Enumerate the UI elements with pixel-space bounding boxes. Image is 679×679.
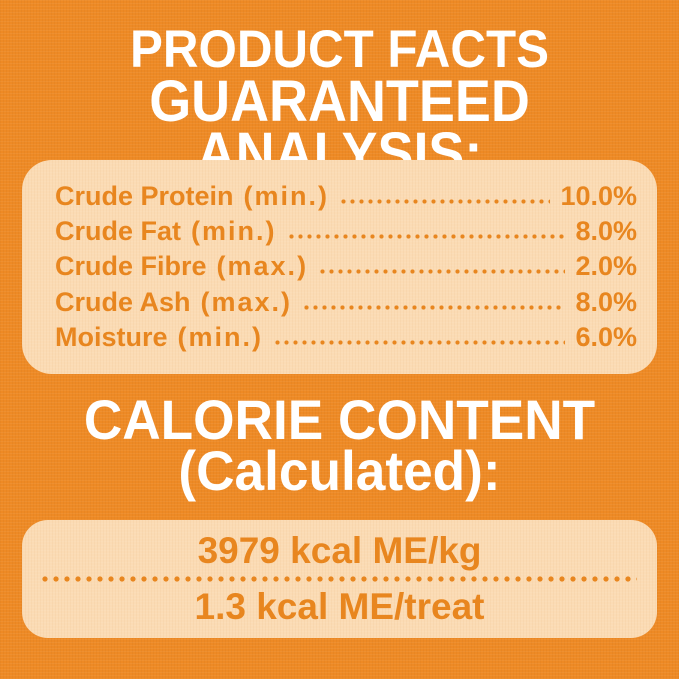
analysis-row: Crude Fibre (max.) 2.0% (55, 249, 637, 284)
nutrient-qualifier: (min.) (191, 216, 277, 247)
nutrient-name: Crude Protein (55, 181, 234, 212)
nutrient-value: 6.0% (575, 321, 637, 352)
guaranteed-analysis-panel: Crude Protein (min.) 10.0% Crude Fat (mi… (22, 160, 657, 374)
page-title-line1: PRODUCT FACTS (130, 20, 549, 79)
nutrient-value: 2.0% (575, 251, 637, 282)
nutrient-name: Crude Ash (55, 286, 191, 317)
page-title: PRODUCT FACTS GUARANTEED ANALYSIS: (0, 20, 679, 186)
calories-per-kg: 3979 kcal ME/kg (197, 530, 482, 571)
analysis-row: Crude Protein (min.) 10.0% (55, 179, 637, 214)
dotted-leader (320, 269, 566, 275)
calorie-title-line2: (Calculated): (178, 439, 501, 502)
nutrient-name: Moisture (55, 321, 168, 352)
calorie-title-line1: CALORIE CONTENT (83, 388, 596, 451)
nutrient-value: 10.0% (560, 181, 637, 212)
dotted-leader (288, 234, 566, 240)
analysis-row: Crude Fat (min.) 8.0% (55, 214, 637, 249)
analysis-row: Moisture (min.) 6.0% (55, 320, 637, 355)
nutrient-qualifier: (min.) (243, 181, 330, 212)
nutrient-qualifier: (min.) (177, 321, 264, 352)
calorie-content-title: CALORIE CONTENT (Calculated): (0, 388, 679, 502)
calories-per-treat: 1.3 kcal ME/treat (194, 586, 485, 627)
page-title-line2: GUARANTEED ANALYSIS: (149, 69, 530, 186)
calorie-content-panel: 3979 kcal ME/kg 1.3 kcal ME/treat (22, 520, 657, 638)
dotted-leader (275, 339, 566, 345)
nutrient-qualifier: (max.) (216, 251, 309, 282)
dotted-leader (341, 199, 551, 205)
dotted-divider (42, 576, 637, 582)
dotted-leader (304, 304, 566, 310)
analysis-row: Crude Ash (max.) 8.0% (55, 285, 637, 320)
nutrient-value: 8.0% (575, 286, 637, 317)
nutrient-name: Crude Fat (55, 216, 182, 247)
nutrient-name: Crude Fibre (55, 251, 207, 282)
nutrient-value: 8.0% (575, 216, 637, 247)
nutrient-qualifier: (max.) (200, 286, 293, 317)
